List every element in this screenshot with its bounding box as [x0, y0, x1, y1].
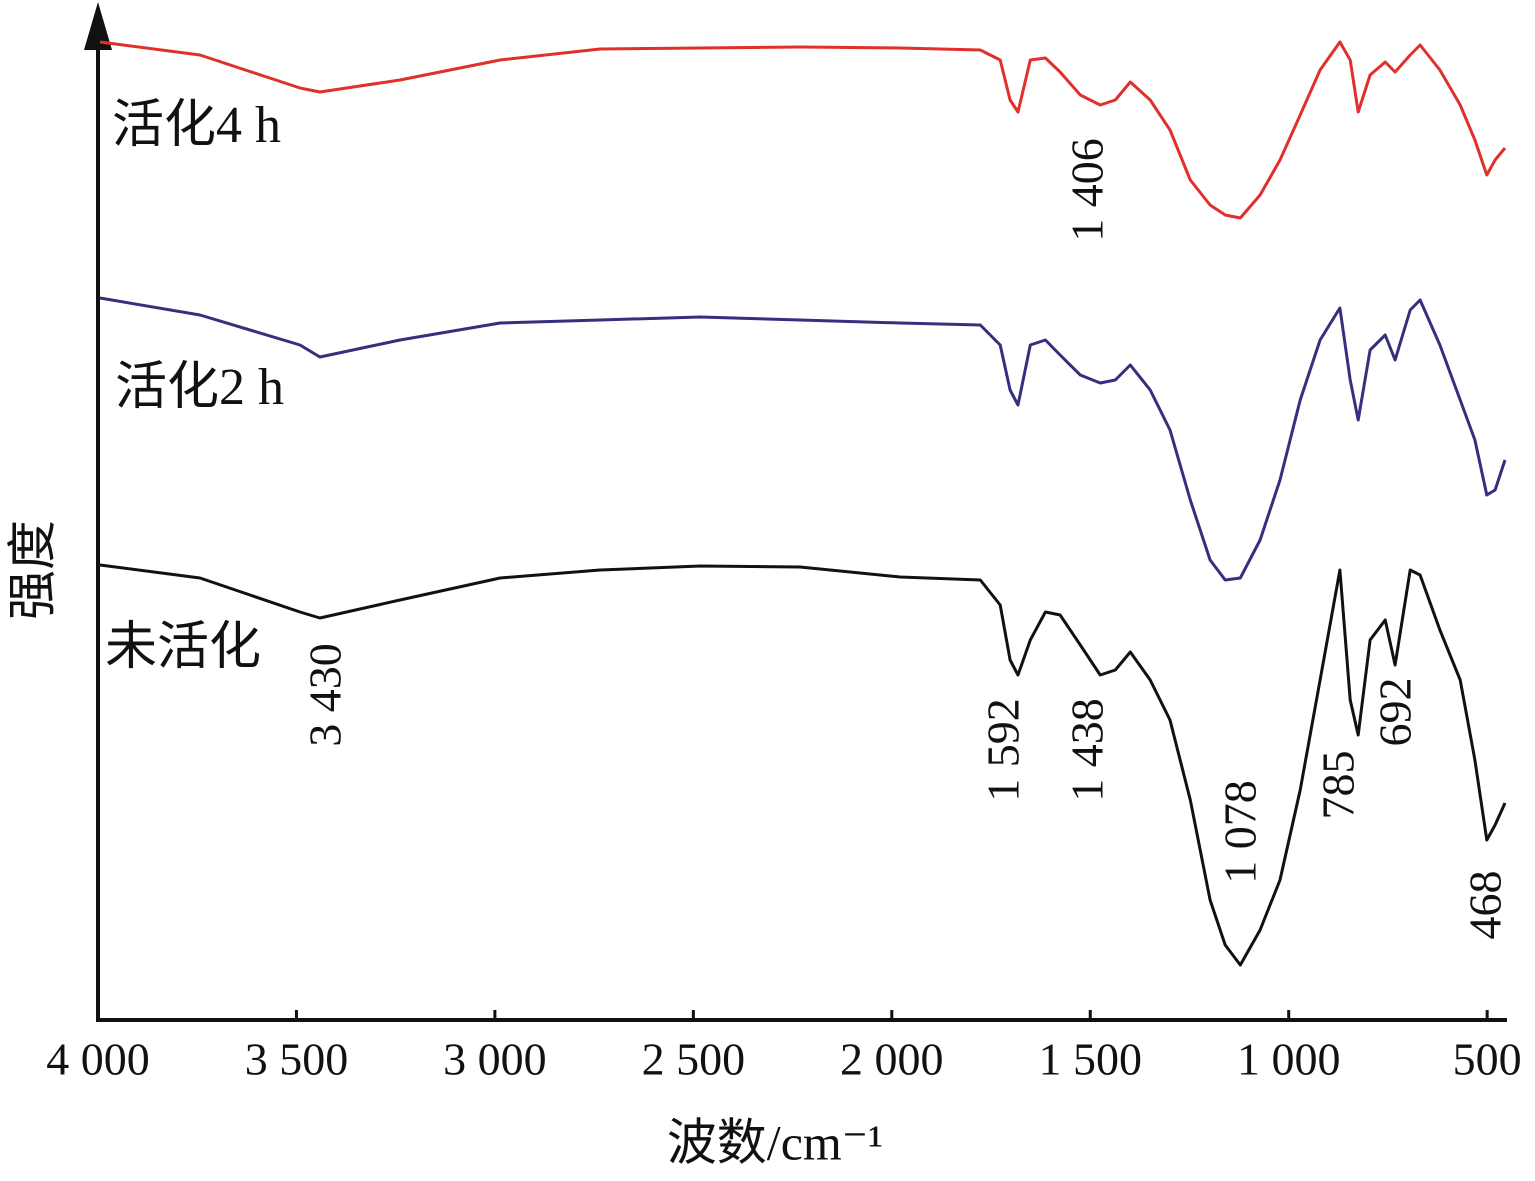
peak-label: 1 592 [978, 698, 1029, 802]
series-label: 活化4 h [112, 97, 281, 154]
x-tick-label: 1 000 [1237, 1034, 1341, 1085]
x-tick-label: 1 500 [1039, 1034, 1143, 1085]
y-axis-label: 强度 [4, 520, 60, 620]
x-tick-label: 2 500 [642, 1034, 746, 1085]
x-tick-label: 4 000 [46, 1034, 150, 1085]
x-tick-label: 500 [1453, 1034, 1522, 1085]
series-line [99, 563, 1507, 967]
x-tick-label: 2 000 [840, 1034, 944, 1085]
x-axis-label: 波数/cm⁻¹ [667, 1114, 883, 1170]
x-tick-label: 3 000 [443, 1034, 547, 1085]
peak-label: 3 430 [300, 643, 351, 747]
series-line [99, 296, 1507, 582]
series-line [99, 40, 1507, 220]
peak-label: 1 438 [1062, 698, 1113, 802]
series-label: 活化2 h [115, 359, 284, 416]
peak-label: 785 [1313, 751, 1364, 820]
peak-label: 468 [1460, 871, 1511, 940]
y-axis-arrow [84, 2, 112, 50]
series-label: 未活化 [105, 619, 261, 676]
x-tick-label: 3 500 [245, 1034, 349, 1085]
peak-label: 1 406 [1062, 138, 1113, 242]
peak-label: 1 078 [1215, 780, 1266, 884]
peak-label: 692 [1370, 678, 1421, 747]
